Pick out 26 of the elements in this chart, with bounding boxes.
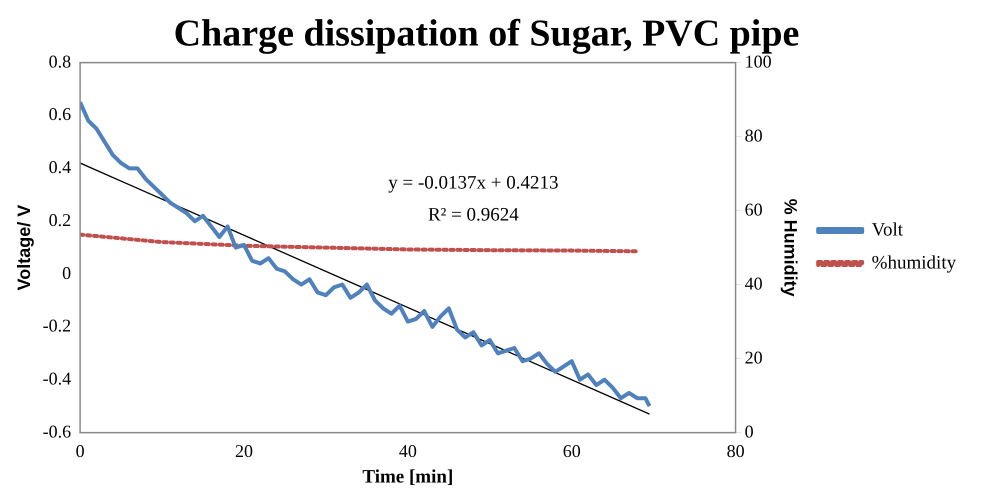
y2-axis-title: % Humidity [780,198,800,297]
y2-tick-label: 0 [744,421,754,442]
y-tick-label: 0.2 [48,210,72,230]
y2-tick-label: 80 [744,125,763,146]
y-tick-label: -0.2 [42,316,72,336]
x-tick-label: 60 [562,441,581,462]
y-tick-label: 0.8 [48,51,72,72]
x-tick-label: 0 [76,441,85,462]
y-tick-label: 0.6 [48,104,72,124]
line-series [80,232,640,254]
annotation: y = -0.0137x + 0.4213 [388,172,559,194]
x-axis-title: Time [min] [362,466,454,488]
y-tick-label: 0.4 [48,157,72,178]
x-tick-label: 20 [234,441,253,462]
y-tick-label: 0 [62,262,72,283]
legend-label: Volt [872,219,904,240]
y-tick-label: -0.6 [42,421,72,442]
y2-tick-label: 60 [744,199,763,220]
x-tick-label: 40 [398,441,417,462]
y2-tick-label: 40 [744,273,763,294]
legend-label: %humidity [872,252,957,274]
y2-tick-label: 20 [744,347,763,368]
annotation: R² = 0.9624 [428,204,520,226]
y-tick-label: -0.4 [42,368,72,388]
y-axis-title: Voltage/ V [14,204,34,290]
x-tick-label: 80 [726,441,745,462]
